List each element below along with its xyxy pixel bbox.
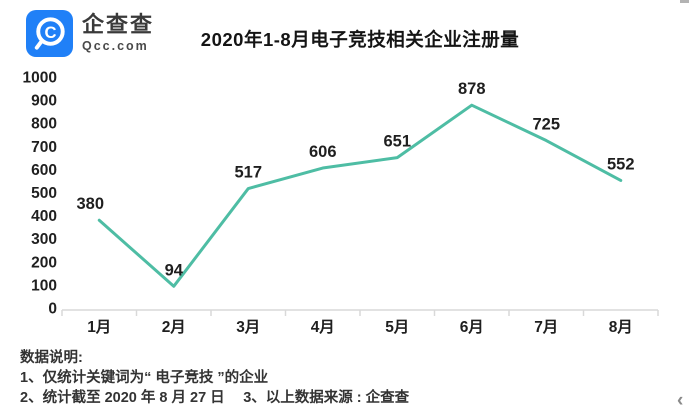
- brand-name: 企查查: [82, 12, 155, 38]
- y-axis-tick-label: 200: [31, 254, 57, 271]
- y-axis-tick-label: 900: [31, 93, 57, 110]
- data-point-label: 94: [165, 261, 184, 279]
- brand-domain: Qcc.com: [82, 39, 149, 54]
- x-axis-month-label: 4月: [311, 318, 335, 336]
- notes-line-2: 2、统计截至 2020 年 8 月 27 日 3、以上数据来源 : 企查查: [20, 390, 410, 406]
- line-chart: 0 100 200 300 400 500 600 700 800 900 1000 1月 2月 3月 4月…: [23, 70, 659, 336]
- magnifier-glyph: C: [34, 17, 65, 50]
- x-axis-month-label: 7月: [534, 318, 558, 336]
- y-axis-tick-label: 300: [31, 231, 57, 248]
- qcc-logo-text: 企查查 Qcc.com: [82, 14, 154, 53]
- y-axis-tick-label: 800: [31, 116, 57, 133]
- y-axis-tick-label: 700: [31, 139, 57, 156]
- data-notes: 数据说明: 1、仅统计关键词为“ 电子竞技 ”的企业 2、统计截至 2020 年…: [20, 348, 409, 408]
- carousel-prev-icon[interactable]: ‹: [677, 390, 684, 411]
- data-point-label: 606: [309, 143, 337, 161]
- trend-line: [97, 103, 623, 288]
- data-point-label: 878: [458, 80, 486, 98]
- data-point-label: 380: [76, 195, 104, 213]
- y-axis-tick-label: 1000: [23, 70, 57, 87]
- scrollbar-fragment: [680, 0, 689, 3]
- notes-heading: 数据说明:: [20, 350, 83, 366]
- svg-text:C: C: [44, 23, 56, 42]
- chart-title: 2020年1-8月电子竞技相关企业注册量: [200, 29, 520, 50]
- x-axis-month-label: 1月: [87, 318, 111, 336]
- x-axis-month-label: 3月: [236, 318, 260, 336]
- x-axis-month-label: 5月: [385, 318, 409, 336]
- data-point-label: 651: [383, 133, 411, 151]
- data-point-label: 725: [532, 116, 560, 134]
- y-axis-tick-label: 600: [31, 162, 57, 179]
- y-axis-tick-label: 100: [31, 277, 57, 294]
- data-point-label: 552: [607, 155, 635, 173]
- qcc-magnifier-icon: C: [26, 10, 73, 57]
- y-axis-tick-label: 400: [31, 208, 57, 225]
- x-axis-month-label: 8月: [609, 318, 633, 336]
- data-point-label: 517: [234, 164, 262, 182]
- x-axis-month-label: 6月: [460, 318, 484, 336]
- qcc-logo: C 企查查 Qcc.com: [26, 10, 154, 57]
- y-axis-tick-label: 0: [48, 301, 57, 318]
- notes-line-1: 1、仅统计关键词为“ 电子竞技 ”的企业: [20, 370, 269, 386]
- x-axis-month-label: 2月: [162, 318, 186, 336]
- y-axis-tick-label: 500: [31, 185, 57, 202]
